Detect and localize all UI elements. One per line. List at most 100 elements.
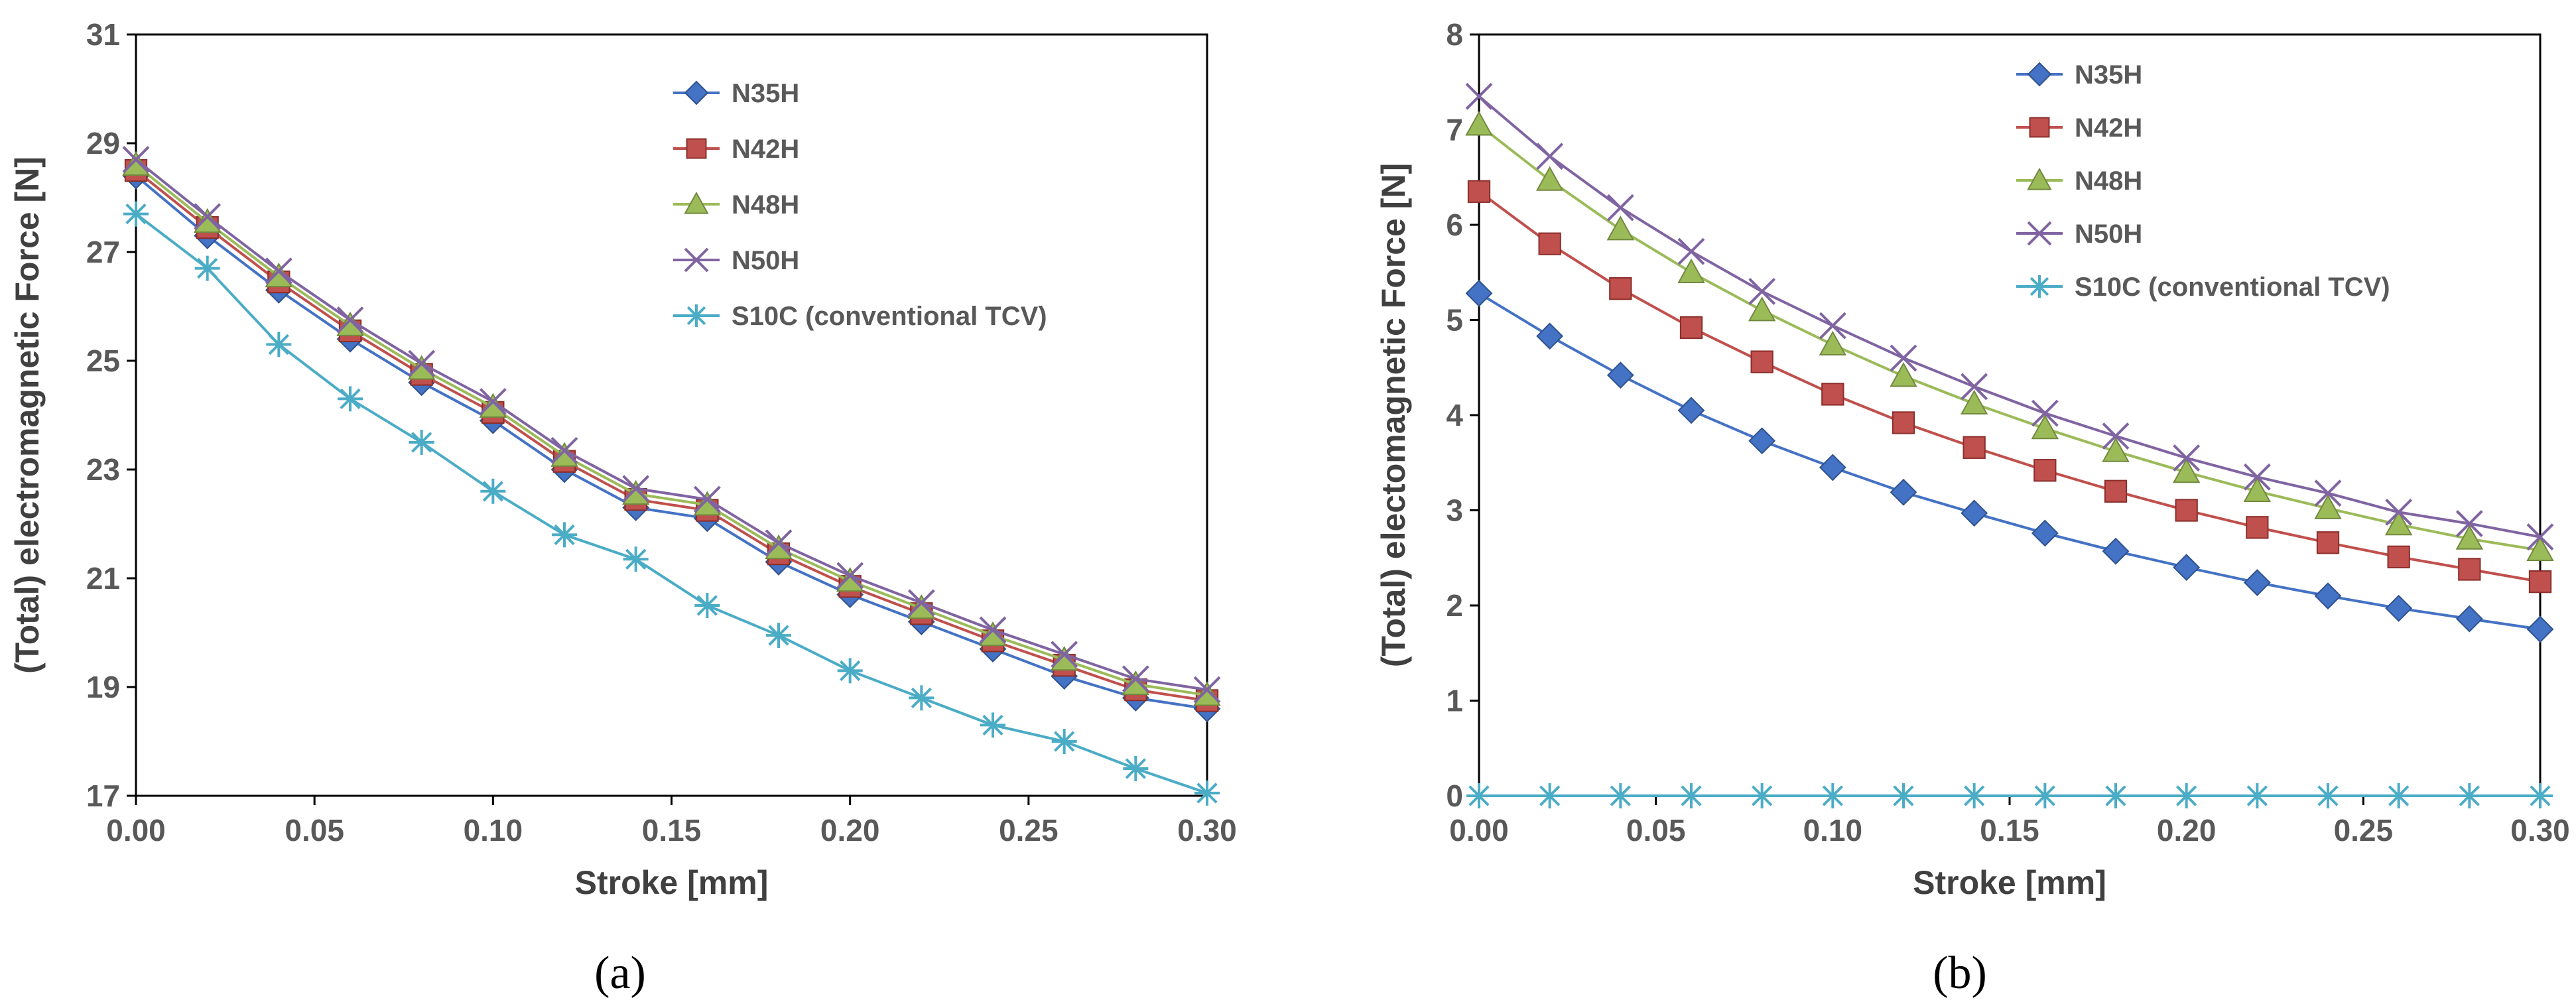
legend-item: N48H [2016, 166, 2142, 196]
data-point [122, 146, 150, 174]
legend-marker [2027, 167, 2052, 190]
data-point [2457, 783, 2482, 808]
plot-area [135, 33, 1208, 797]
series-n42h [124, 158, 1219, 712]
series-n35h [1465, 279, 2554, 643]
data-point [1537, 783, 1563, 808]
series-line [135, 174, 1208, 710]
panel-label: (b) [1933, 948, 1987, 999]
data-point [1748, 278, 1776, 305]
data-point [2032, 783, 2058, 808]
legend-item: S10C (conventional TCV) [2016, 273, 2390, 302]
data-point [1749, 783, 1775, 808]
x-tick-label: 0.30 [2510, 813, 2570, 848]
legend-label: N35H [2075, 60, 2142, 90]
data-point [1750, 350, 1773, 373]
series-line [1478, 95, 2541, 538]
panel-label: (a) [594, 948, 646, 999]
data-point [2033, 459, 2057, 482]
data-point [2526, 536, 2554, 561]
legend-label: S10C (conventional TCV) [732, 302, 1047, 331]
x-tick-label: 0.15 [1980, 813, 2039, 848]
legend-item: N48H [673, 190, 799, 220]
data-point [1890, 344, 1917, 372]
data-point [1536, 143, 1564, 170]
legend-item: N35H [673, 79, 799, 108]
data-point [766, 623, 791, 649]
series-line [135, 169, 1208, 702]
data-point [909, 685, 934, 711]
x-tick-label: 0.25 [999, 813, 1059, 848]
data-point [1819, 312, 1846, 340]
data-point [1891, 783, 1916, 808]
legend-item: N35H [2016, 60, 2142, 90]
data-point [2528, 783, 2553, 808]
data-point [2246, 516, 2269, 539]
data-point [1606, 216, 1635, 241]
data-point [550, 436, 578, 464]
data-point [1963, 436, 1986, 459]
data-point [907, 594, 936, 619]
data-point [2173, 783, 2199, 808]
legend-item: S10C (conventional TCV) [673, 302, 1047, 331]
legend-label: N48H [732, 190, 799, 220]
x-tick-label: 0.10 [1803, 813, 1863, 848]
data-point [338, 386, 363, 412]
y-tick-label: 7 [1446, 113, 1463, 147]
x-tick-label: 0.30 [1177, 813, 1237, 848]
data-point [1465, 82, 1493, 110]
data-point [1961, 783, 1987, 808]
series-n48h [122, 151, 1221, 706]
data-point [1821, 383, 1844, 406]
data-point [1122, 665, 1149, 693]
data-point [622, 475, 650, 503]
data-point [2175, 499, 2198, 522]
series-n42h [1467, 180, 2552, 594]
legend-item: N42H [673, 135, 799, 164]
data-point [194, 203, 222, 231]
x-tick-label: 0.15 [642, 813, 702, 848]
data-point [1606, 194, 1634, 221]
data-point [552, 522, 577, 548]
data-point [479, 388, 507, 415]
data-point [2314, 582, 2342, 610]
data-point [2031, 399, 2059, 427]
data-point [1466, 783, 1492, 808]
data-point [1123, 756, 1149, 781]
legend-label: N50H [732, 246, 799, 275]
series-s10c [123, 201, 1220, 806]
legend-marker [2028, 275, 2051, 298]
x-tick-label: 0.05 [285, 813, 344, 848]
y-tick-label: 25 [86, 344, 120, 378]
data-point [265, 257, 292, 285]
legend-marker [2027, 221, 2052, 246]
data-point [2314, 494, 2342, 519]
data-point [1193, 681, 1221, 706]
data-point [2315, 783, 2341, 808]
data-point [408, 349, 436, 377]
data-point [1122, 670, 1150, 696]
y-tick-label: 2 [1446, 588, 1463, 623]
series-line [1478, 292, 2541, 631]
data-point [2314, 479, 2342, 507]
y-tick-label: 29 [86, 126, 120, 160]
data-point [907, 589, 935, 617]
data-point [1606, 361, 1634, 389]
y-tick-label: 31 [86, 17, 120, 52]
data-point [1960, 389, 1988, 414]
data-point [2316, 531, 2340, 554]
legend-label: S10C (conventional TCV) [2075, 273, 2390, 302]
series-n50h [1465, 82, 2554, 551]
series-line [135, 164, 1208, 697]
data-point [1467, 180, 1491, 203]
series-line [1478, 123, 2541, 552]
data-point [1194, 780, 1220, 806]
y-tick-label: 4 [1446, 398, 1463, 432]
data-point [2173, 444, 2201, 472]
data-point [2244, 783, 2270, 808]
data-point [2526, 615, 2554, 643]
data-point [1961, 499, 1988, 527]
data-point [2455, 605, 2483, 633]
legend-marker [686, 138, 707, 159]
